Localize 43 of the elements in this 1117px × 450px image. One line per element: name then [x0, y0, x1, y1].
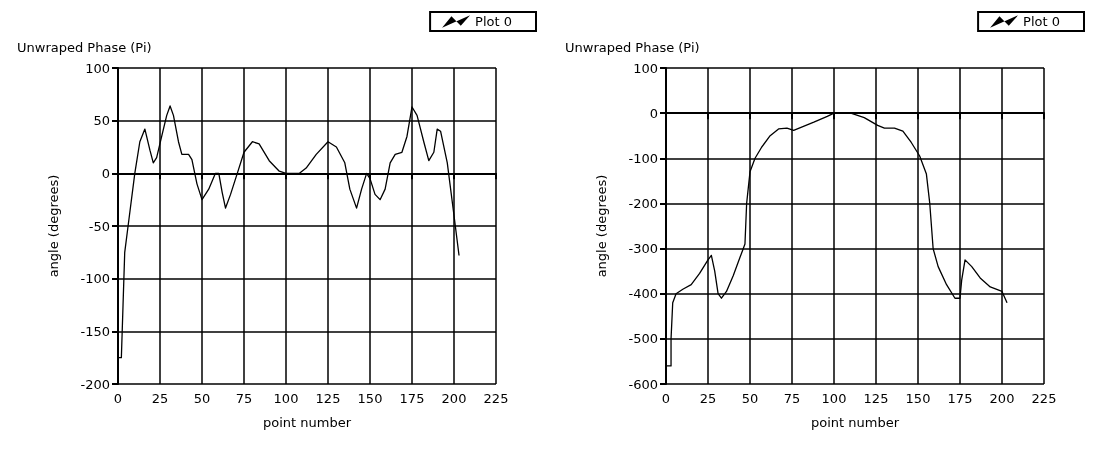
x-tick-label: 200 — [441, 391, 467, 406]
y-axis-title: angle (degrees) — [46, 174, 61, 278]
x-tick-label: 225 — [1031, 391, 1057, 406]
y-tick-label: -50 — [88, 218, 110, 234]
x-tick-label: 150 — [357, 391, 383, 406]
chart-title: Unwraped Phase (Pi) — [17, 40, 152, 55]
x-tick-label: 25 — [151, 391, 169, 406]
x-tick-label: 125 — [315, 391, 341, 406]
x-tick-label: 25 — [699, 391, 717, 406]
y-tick-label: 50 — [93, 113, 110, 129]
legend-label: Plot 0 — [475, 14, 512, 29]
chart-title: Unwraped Phase (Pi) — [565, 40, 700, 55]
x-tick-label: 75 — [783, 391, 801, 406]
y-tick-label: -100 — [628, 150, 658, 166]
x-tick-label: 75 — [235, 391, 253, 406]
y-tick-label: -150 — [80, 323, 110, 339]
x-tick-label: 200 — [989, 391, 1015, 406]
y-tick-label: 100 — [633, 60, 658, 76]
x-tick-label: 100 — [273, 391, 299, 406]
x-tick-label: 175 — [947, 391, 973, 406]
y-tick-label: -100 — [80, 271, 110, 287]
x-tick-label: 50 — [741, 391, 759, 406]
y-tick-label: -400 — [628, 286, 658, 302]
x-tick-label: 150 — [905, 391, 931, 406]
x-tick-label: 225 — [483, 391, 509, 406]
y-tick-label: 0 — [101, 165, 110, 181]
x-tick-label: 0 — [113, 391, 123, 406]
y-tick-label: -200 — [628, 195, 658, 211]
y-tick-label: -500 — [628, 331, 658, 347]
y-tick-label: -600 — [628, 376, 658, 392]
y-axis-title: angle (degrees) — [594, 174, 609, 278]
y-tick-label: -200 — [80, 376, 110, 392]
y-tick-label: -300 — [628, 241, 658, 257]
x-tick-label: 50 — [193, 391, 211, 406]
x-tick-label: 175 — [399, 391, 425, 406]
x-axis-title: point number — [262, 415, 352, 430]
y-tick-label: 100 — [85, 60, 110, 76]
x-tick-label: 0 — [661, 391, 671, 406]
x-tick-label: 125 — [863, 391, 889, 406]
x-tick-label: 100 — [821, 391, 847, 406]
x-axis-title: point number — [810, 415, 900, 430]
y-tick-label: 0 — [649, 105, 658, 121]
legend-label: Plot 0 — [1023, 14, 1060, 29]
